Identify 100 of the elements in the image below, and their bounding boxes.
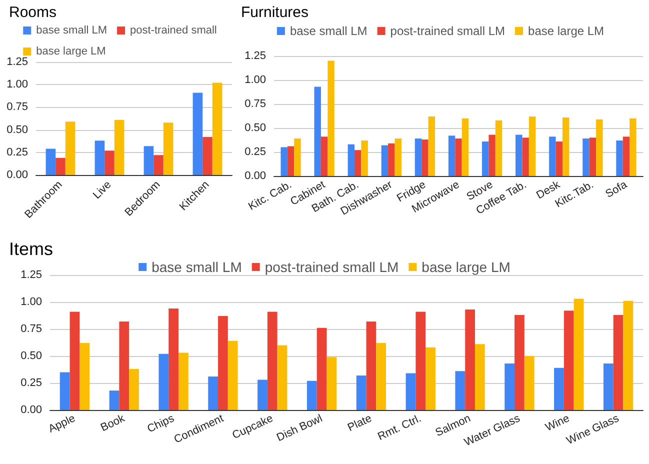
bar xyxy=(422,140,428,176)
legend-label: base large LM xyxy=(528,24,604,38)
bar xyxy=(616,140,623,176)
bar xyxy=(109,390,120,410)
bar xyxy=(361,140,368,176)
bar xyxy=(228,340,238,410)
bar xyxy=(504,364,515,410)
y-tick-label: 1.25 xyxy=(20,269,42,281)
x-tick-label: Rmt. Ctrl. xyxy=(376,412,424,444)
x-tick-label: Chips xyxy=(146,412,177,436)
bar xyxy=(474,344,485,410)
bar xyxy=(94,140,105,175)
bar xyxy=(623,300,634,410)
bar xyxy=(354,150,362,176)
bar xyxy=(60,372,70,410)
chart-title: Furnitures xyxy=(241,4,309,21)
bar xyxy=(320,136,328,176)
bar xyxy=(562,117,570,176)
legend-label: post-trained small LM xyxy=(264,259,399,275)
x-tick-label: Book xyxy=(98,412,128,434)
bar xyxy=(589,138,596,176)
bar xyxy=(154,155,164,175)
legend-label: base small LM xyxy=(290,24,368,38)
bar xyxy=(326,357,337,410)
bar xyxy=(462,118,469,176)
bar xyxy=(495,120,502,176)
x-tick-label: Sofa xyxy=(604,178,630,200)
bar xyxy=(129,368,139,410)
y-tick-label: 0.75 xyxy=(20,323,42,335)
x-tick-label: Wine xyxy=(544,412,572,434)
chart-title: Rooms xyxy=(9,4,57,21)
y-tick-label: 1.25 xyxy=(244,50,266,62)
bar xyxy=(267,312,278,410)
bar xyxy=(522,138,529,176)
bar xyxy=(287,146,294,176)
x-tick-label: Plate xyxy=(346,412,374,434)
bar xyxy=(414,138,422,176)
legend-label: base large LM xyxy=(422,259,510,275)
bar xyxy=(294,138,301,176)
bar xyxy=(613,314,624,410)
bar xyxy=(208,376,218,410)
bar xyxy=(376,343,386,410)
y-tick-label: 0.75 xyxy=(6,101,28,114)
bar xyxy=(56,158,66,175)
bar xyxy=(394,138,402,176)
bar xyxy=(366,321,376,410)
bar xyxy=(202,137,212,175)
bar xyxy=(516,134,522,176)
bar xyxy=(168,308,178,410)
bar xyxy=(114,120,124,175)
y-tick-label: 0.25 xyxy=(20,377,42,389)
y-tick-label: 0.50 xyxy=(6,124,28,136)
y-tick-label: 0.25 xyxy=(6,146,28,158)
bar xyxy=(314,86,321,176)
bar xyxy=(328,60,334,176)
bar xyxy=(277,345,288,410)
bar xyxy=(218,316,228,410)
bar xyxy=(65,122,76,175)
x-tick-label: Live xyxy=(91,178,114,202)
bar xyxy=(596,119,603,176)
bar xyxy=(306,380,317,410)
bar xyxy=(158,354,169,410)
bar xyxy=(406,373,416,410)
bar xyxy=(416,312,426,410)
bar xyxy=(212,82,222,175)
bar xyxy=(348,144,355,176)
bar xyxy=(381,145,388,176)
bar xyxy=(455,371,466,410)
bar xyxy=(574,298,584,410)
bar xyxy=(119,321,130,410)
legend-label: post-trained small LM xyxy=(390,24,506,38)
bar xyxy=(163,122,174,175)
y-tick-label: 1.00 xyxy=(6,78,28,91)
bar xyxy=(514,314,524,410)
bar xyxy=(192,92,203,175)
bar xyxy=(582,138,590,176)
bar xyxy=(622,136,630,176)
bar xyxy=(388,143,395,176)
legend-label: base small LM xyxy=(152,259,242,275)
bar xyxy=(70,312,80,410)
bar xyxy=(465,310,475,410)
bar xyxy=(316,328,327,410)
legend-label: base large LM xyxy=(36,46,106,58)
bar xyxy=(549,136,556,176)
legend-label: post-trained small xyxy=(130,24,217,36)
bar xyxy=(630,118,636,176)
y-tick-label: 0.00 xyxy=(20,404,42,416)
bar xyxy=(524,356,534,410)
y-tick-label: 0.50 xyxy=(244,122,266,134)
bar xyxy=(482,141,489,176)
bar xyxy=(556,141,562,176)
bar xyxy=(258,380,268,410)
bar xyxy=(356,375,366,410)
bar xyxy=(603,364,614,410)
y-tick-label: 0.00 xyxy=(6,169,28,181)
y-tick-label: 0.50 xyxy=(20,350,42,362)
bar xyxy=(564,310,574,410)
y-tick-label: 0.25 xyxy=(244,146,266,158)
y-tick-label: 1.00 xyxy=(20,296,42,308)
bar xyxy=(46,148,56,175)
